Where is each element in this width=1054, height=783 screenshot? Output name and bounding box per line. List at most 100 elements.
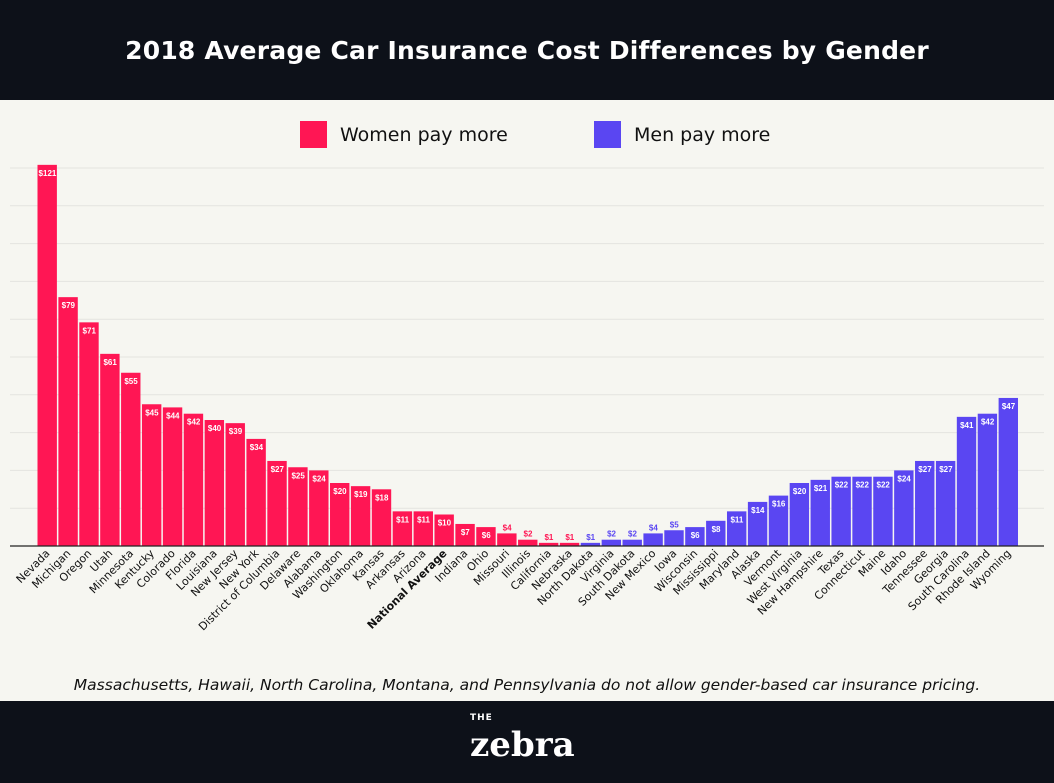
bar [685, 527, 705, 546]
bar [789, 483, 810, 546]
data-label: $6 [691, 531, 700, 540]
data-label: $42 [187, 418, 201, 427]
data-label: $27 [939, 465, 953, 474]
bar [768, 495, 789, 546]
bar [894, 470, 914, 546]
data-label: $45 [145, 408, 159, 417]
data-label: $2 [524, 530, 533, 539]
bar [497, 533, 517, 546]
data-label: $22 [877, 481, 891, 490]
legend-label-women: Women pay more [340, 123, 508, 146]
data-label: $2 [607, 530, 616, 539]
bar [476, 527, 496, 546]
bar [977, 413, 998, 546]
data-label: $10 [438, 519, 452, 528]
bar [267, 460, 287, 546]
data-label: $6 [482, 531, 491, 540]
data-label: $21 [814, 484, 828, 493]
data-label: $40 [208, 424, 222, 433]
header: 2018 Average Car Insurance Cost Differen… [0, 0, 1054, 100]
legend-women: Women pay more [300, 121, 508, 148]
data-label: $24 [897, 474, 911, 483]
legend: Women pay more Men pay more [0, 121, 1054, 151]
bar [601, 539, 622, 546]
data-label: $7 [461, 528, 470, 537]
data-label: $18 [375, 493, 389, 502]
data-label: $1 [544, 533, 553, 542]
footer: THE zebra [0, 701, 1054, 783]
bar [288, 467, 308, 546]
legend-men: Men pay more [594, 121, 770, 148]
data-label: $79 [62, 301, 76, 310]
legend-swatch-men [594, 121, 621, 148]
data-label: $121 [39, 169, 57, 178]
bar [37, 164, 57, 546]
data-label: $24 [312, 474, 326, 483]
bar [330, 483, 350, 546]
data-label: $20 [793, 487, 807, 496]
data-label: $22 [856, 481, 870, 490]
bar [121, 372, 141, 546]
bar [998, 397, 1018, 546]
bar [350, 486, 371, 546]
data-label: $11 [730, 515, 743, 524]
bar [706, 520, 726, 546]
data-label: $1 [565, 533, 574, 542]
footnote: Massachusetts, Hawaii, North Carolina, M… [73, 676, 981, 694]
bar [79, 322, 99, 546]
data-label: $27 [918, 465, 932, 474]
data-label: $27 [271, 465, 285, 474]
data-label: $20 [333, 487, 347, 496]
data-label: $19 [354, 490, 368, 499]
data-label: $47 [1002, 402, 1016, 411]
bar [747, 501, 768, 546]
legend-swatch-women [300, 121, 327, 148]
data-label: $44 [166, 411, 180, 420]
bar [434, 514, 454, 546]
data-label: $16 [772, 500, 786, 509]
bar [852, 476, 872, 546]
logo-name: zebra [470, 725, 575, 765]
bar [162, 407, 183, 546]
bar [455, 523, 475, 546]
data-label: $14 [751, 506, 765, 515]
bar [183, 413, 204, 546]
data-label: $39 [229, 427, 243, 436]
bar [831, 476, 851, 546]
data-label: $4 [503, 523, 512, 532]
bar [622, 539, 642, 546]
data-label: $2 [628, 530, 637, 539]
bar [956, 416, 977, 546]
data-label: $61 [103, 358, 117, 367]
bar [580, 542, 601, 546]
bar [935, 460, 956, 546]
data-label: $55 [124, 377, 138, 386]
bar [873, 476, 893, 546]
data-label: $5 [670, 520, 679, 529]
data-label: $25 [291, 471, 305, 480]
bar [225, 423, 245, 546]
data-label: $34 [250, 443, 264, 452]
bar [309, 470, 329, 546]
bar [413, 511, 433, 546]
bar [141, 404, 162, 546]
logo-small: THE [470, 713, 493, 723]
bar [559, 542, 580, 546]
bar [726, 511, 747, 546]
bar [246, 438, 266, 546]
bar [100, 353, 120, 546]
data-label: $41 [960, 421, 974, 430]
bar-chart: $121Nevada$79Michigan$71Oregon$61Utah$55… [10, 164, 1044, 633]
data-label: $1 [586, 533, 595, 542]
data-label: $42 [981, 418, 995, 427]
legend-label-men: Men pay more [634, 123, 771, 146]
bar [518, 539, 538, 546]
bar [538, 542, 559, 546]
bar [643, 533, 663, 546]
bar [915, 460, 935, 546]
data-label: $11 [417, 515, 430, 524]
bar [810, 479, 830, 546]
bar [371, 489, 392, 546]
chart-title: 2018 Average Car Insurance Cost Differen… [125, 35, 929, 65]
data-label: $11 [396, 515, 409, 524]
